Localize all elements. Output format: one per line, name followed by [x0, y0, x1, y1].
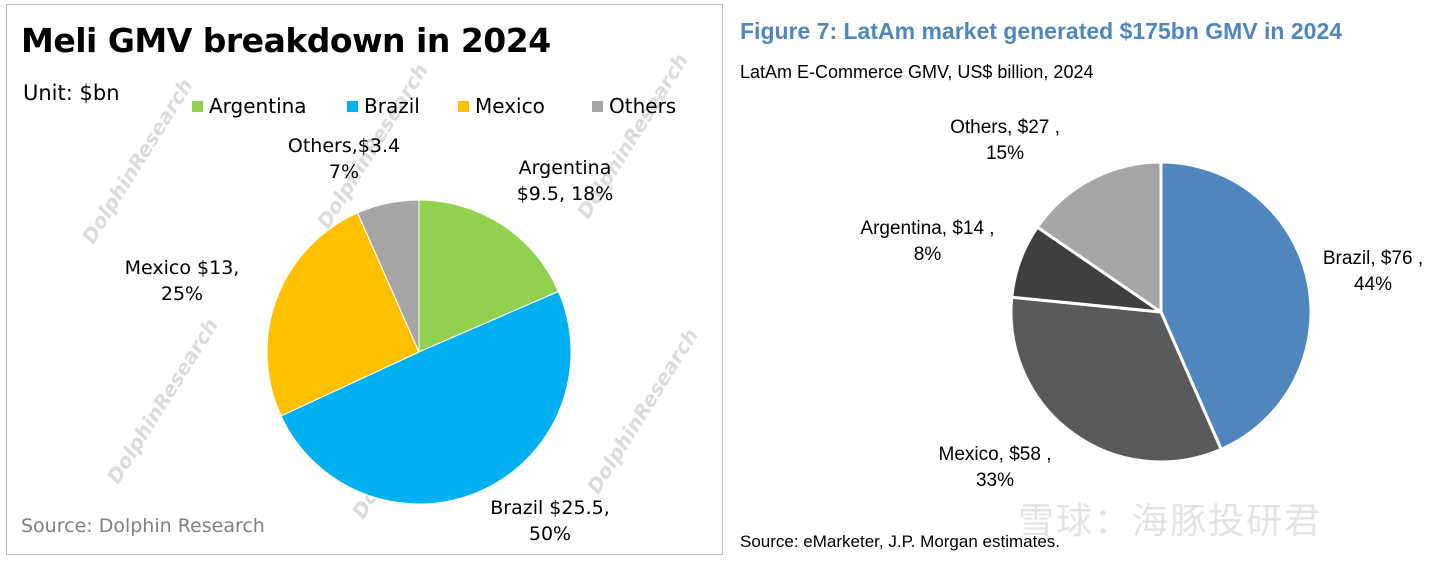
- data-label-line: Others, $27 ,: [950, 117, 1060, 138]
- legend-swatch: [192, 100, 203, 112]
- pie-slice-argentina: [418, 199, 559, 353]
- data-label-line: Mexico, $58 ,: [938, 444, 1052, 465]
- figure-title: Figure 7: LatAm market generated $175bn …: [740, 18, 1343, 44]
- legend-swatch: [458, 100, 469, 112]
- legend-label: Mexico: [475, 94, 545, 118]
- data-label-line: Brazil, $76 ,: [1322, 248, 1424, 269]
- data-label-argentina: Argentina, $14 , 8%: [845, 216, 1010, 268]
- data-label-line: 15%: [985, 143, 1025, 164]
- data-label-line: Argentina, $14 ,: [860, 218, 995, 239]
- data-label-line: Brazil $25.5,: [490, 497, 610, 519]
- watermark-text: 雪球：海豚投研君: [1018, 501, 1323, 542]
- legend-item-brazil: Brazil: [347, 94, 420, 118]
- legend-item-others: Others: [592, 94, 676, 118]
- right-pie-chart: [1009, 160, 1313, 464]
- data-label-line: Others,$3.4: [287, 135, 401, 157]
- left-pie-chart: [266, 199, 572, 505]
- legend-item-mexico: Mexico: [458, 94, 545, 118]
- data-label-line: 8%: [913, 244, 942, 265]
- legend-swatch: [592, 100, 603, 112]
- data-label-line: Argentina: [518, 157, 612, 179]
- data-label-others: Others,$3.4 7%: [269, 133, 419, 185]
- legend-label: Brazil: [364, 94, 420, 118]
- pie-slice-mexico: [266, 212, 420, 417]
- pie-slice-brazil: [1159, 160, 1313, 451]
- data-label-line: Mexico $13,: [124, 257, 240, 279]
- data-label-line: 25%: [160, 283, 204, 305]
- data-label-mexico: Mexico $13, 25%: [107, 255, 257, 307]
- chart-title: Meli GMV breakdown in 2024: [21, 21, 551, 60]
- data-label-line: 33%: [975, 470, 1015, 491]
- data-label-line: 7%: [328, 161, 360, 183]
- data-label-brazil: Brazil, $76 , 44%: [1308, 246, 1438, 298]
- legend-swatch: [347, 100, 358, 112]
- data-label-brazil: Brazil $25.5, 50%: [475, 495, 625, 547]
- data-label-others: Others, $27 , 15%: [930, 115, 1080, 167]
- pie-slice-mexico: [1009, 295, 1223, 464]
- pie-slice-brazil: [280, 290, 572, 505]
- legend-item-argentina: Argentina: [192, 94, 307, 118]
- figure-subtitle: LatAm E-Commerce GMV, US$ billion, 2024: [740, 62, 1094, 82]
- pie-slice-others: [357, 199, 420, 353]
- data-label-mexico: Mexico, $58 , 33%: [915, 442, 1075, 494]
- unit-label: Unit: $bn: [23, 81, 120, 105]
- legend-label: Argentina: [209, 94, 307, 118]
- source-note: Source: eMarketer, J.P. Morgan estimates…: [740, 532, 1060, 551]
- data-label-line: 44%: [1353, 274, 1393, 295]
- legend-label: Others: [609, 94, 677, 118]
- data-label-argentina: Argentina $9.5, 18%: [485, 155, 645, 207]
- source-note: Source: Dolphin Research: [21, 515, 265, 537]
- data-label-line: 50%: [528, 523, 572, 545]
- pie-slice-others: [1035, 160, 1163, 314]
- data-label-line: $9.5, 18%: [516, 183, 614, 205]
